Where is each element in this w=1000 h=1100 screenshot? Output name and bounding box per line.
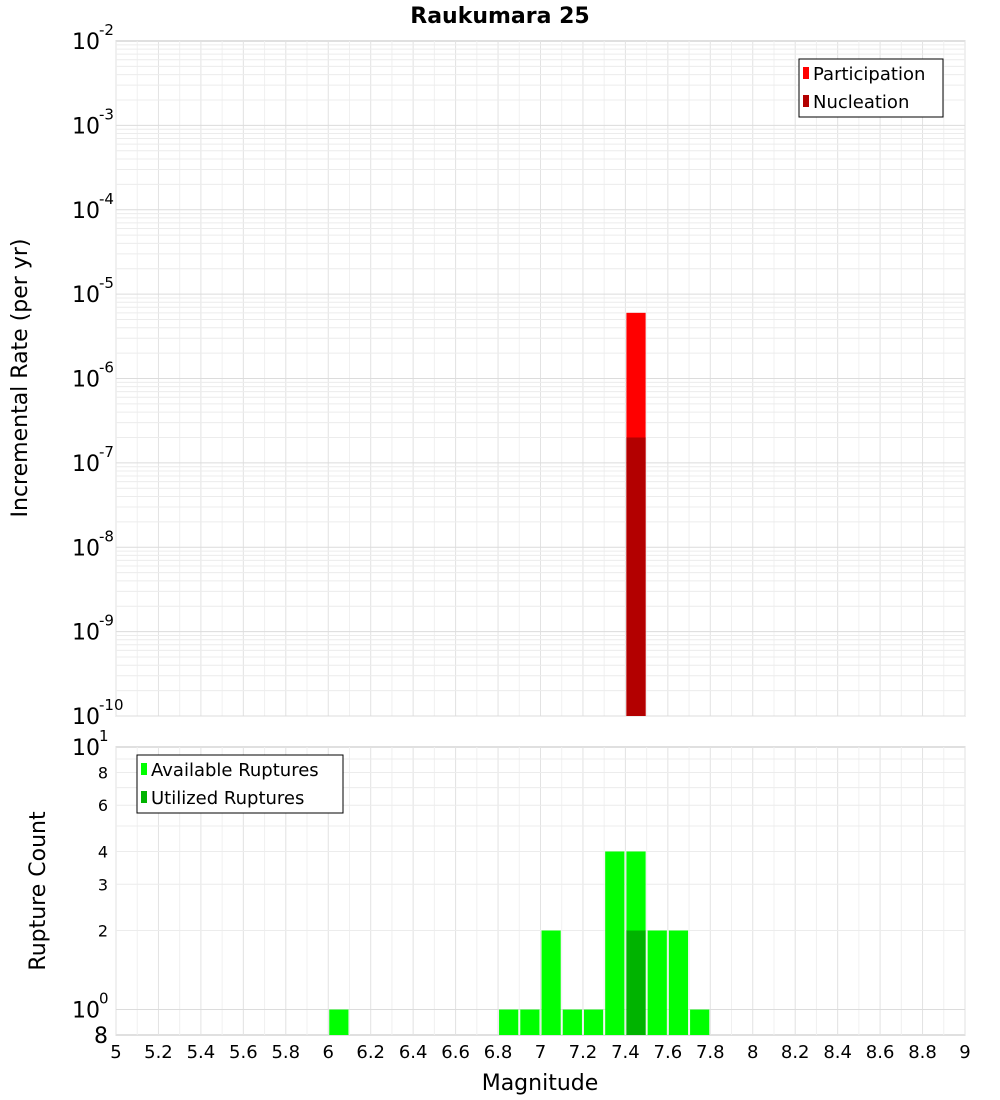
x-tick-label: 5.8 — [271, 1042, 300, 1063]
y-tick-base: 10 — [72, 114, 100, 139]
y-tick-base: 10 — [72, 199, 100, 224]
x-tick-label: 9 — [959, 1042, 970, 1063]
y-tick-exponent: -3 — [99, 105, 114, 123]
y-tick-base: 10 — [72, 30, 100, 55]
legend-swatch-available — [141, 763, 147, 775]
bottom-legend: Available Ruptures Utilized Ruptures — [136, 754, 344, 814]
bar-available-ruptures — [690, 1009, 710, 1035]
chart-title: Raukumara 25 — [410, 4, 589, 29]
top-legend: Participation Nucleation — [798, 58, 944, 118]
top-bars — [626, 312, 646, 716]
x-tick-label: 5.4 — [187, 1042, 216, 1063]
x-tick-label: 6.6 — [441, 1042, 470, 1063]
bar-available-ruptures — [583, 1009, 604, 1035]
legend-label-utilized: Utilized Ruptures — [151, 788, 304, 809]
y-tick-label: 10 -3 — [72, 105, 114, 139]
y-tick-label: 10 -7 — [72, 443, 114, 477]
x-tick-label: 8 — [747, 1042, 758, 1063]
x-tick-label: 7.2 — [569, 1042, 598, 1063]
x-tick-label: 5.2 — [144, 1042, 173, 1063]
bottom-x-ticks: 5 5.2 5.4 5.6 5.8 6 6.2 6.4 6.6 6.8 7 7.2 7.4 7.6 7.8 8… — [110, 1042, 970, 1063]
bar-available-ruptures — [605, 851, 625, 1035]
y-tick-base: 10 — [72, 621, 100, 646]
y-tick-label: 10 -5 — [72, 274, 114, 308]
y-tick-exponent: -6 — [99, 359, 114, 377]
y-tick-exponent: 1 — [99, 727, 109, 745]
x-tick-label: 7.4 — [611, 1042, 640, 1063]
y-tick-label: 10 0 — [72, 990, 109, 1024]
legend-label-participation: Participation — [813, 64, 925, 85]
top-legend-box — [798, 58, 944, 118]
x-tick-label: 8.2 — [781, 1042, 810, 1063]
bottom-legend-box — [136, 754, 344, 814]
bar-available-ruptures — [541, 930, 561, 1035]
y-tick-exponent: -7 — [99, 443, 114, 461]
y-tick-base: 10 — [72, 536, 100, 561]
y-tick-exponent: 0 — [99, 990, 109, 1008]
y-tick-label: 10 -6 — [72, 359, 114, 393]
y-tick-label: 10 -10 — [72, 696, 124, 730]
x-tick-label: 7.6 — [654, 1042, 683, 1063]
bar-nucleation — [626, 437, 646, 716]
y-tick-exponent: -2 — [99, 21, 114, 39]
y-tick-base: 10 — [72, 736, 100, 761]
bottom-bars — [329, 851, 710, 1035]
bar-available-ruptures — [647, 930, 667, 1035]
legend-label-available: Available Ruptures — [151, 760, 319, 781]
y-tick-base: 10 — [72, 999, 100, 1024]
x-tick-label: 6.8 — [484, 1042, 513, 1063]
bar-available-ruptures — [562, 1009, 582, 1035]
y-tick-label: 4 — [98, 842, 108, 861]
y-tick-base: 10 — [72, 283, 100, 308]
y-tick-exponent: -4 — [99, 190, 114, 208]
x-tick-label: 8.8 — [908, 1042, 937, 1063]
x-tick-label: 6 — [323, 1042, 334, 1063]
legend-swatch-utilized — [141, 791, 147, 803]
x-tick-label: 8.6 — [866, 1042, 895, 1063]
y-tick-label: 3 — [98, 875, 108, 894]
y-tick-exponent: -10 — [99, 696, 124, 714]
bar-utilized-ruptures — [626, 930, 646, 1035]
x-tick-label: 7.8 — [696, 1042, 725, 1063]
y-tick-label: 10 -4 — [72, 190, 114, 224]
legend-swatch-participation — [803, 67, 809, 79]
y-tick-base: 10 — [72, 705, 100, 730]
y-tick-label: 10 1 — [72, 727, 109, 761]
bottom-y-axis-label: Rupture Count — [26, 811, 51, 971]
bar-available-ruptures — [499, 1009, 519, 1035]
y-tick-exponent: -5 — [99, 274, 114, 292]
y-tick-label: 8 — [98, 763, 108, 782]
x-tick-label: 5.6 — [229, 1042, 258, 1063]
y-tick-exponent: -9 — [99, 612, 114, 630]
bar-available-ruptures — [520, 1009, 540, 1035]
y-tick-label: 8 — [94, 1024, 108, 1049]
y-tick-label: 10 -8 — [72, 527, 114, 561]
y-tick-label: 6 — [98, 796, 108, 815]
x-tick-label: 5 — [110, 1042, 121, 1063]
x-axis-label: Magnitude — [482, 1071, 599, 1096]
y-tick-label: 2 — [98, 922, 108, 941]
y-tick-exponent: -8 — [99, 527, 114, 545]
top-grid — [115, 41, 966, 717]
legend-swatch-nucleation — [803, 95, 809, 107]
legend-label-nucleation: Nucleation — [813, 92, 909, 113]
top-y-axis-label: Incremental Rate (per yr) — [8, 239, 33, 518]
bar-available-ruptures — [668, 930, 689, 1035]
x-tick-label: 8.4 — [823, 1042, 852, 1063]
x-tick-label: 7 — [535, 1042, 546, 1063]
y-tick-label: 10 -2 — [72, 21, 114, 55]
x-tick-label: 6.2 — [356, 1042, 385, 1063]
x-tick-label: 6.4 — [399, 1042, 428, 1063]
y-tick-base: 10 — [72, 452, 100, 477]
y-tick-base: 10 — [72, 368, 100, 393]
y-tick-label: 10 -9 — [72, 612, 114, 646]
bar-available-ruptures — [329, 1009, 349, 1035]
